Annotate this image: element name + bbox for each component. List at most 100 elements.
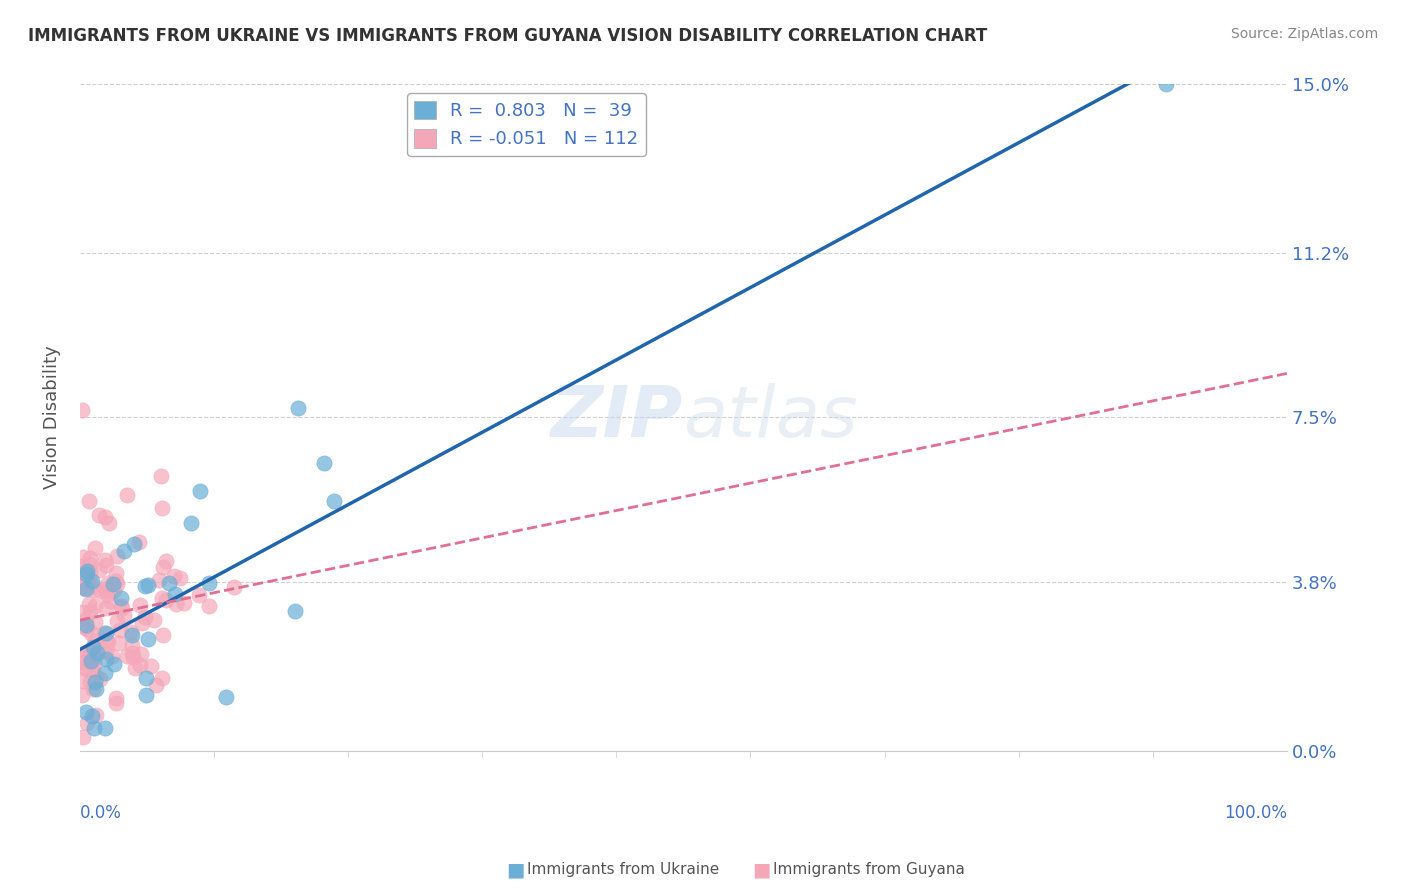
Text: Immigrants from Guyana: Immigrants from Guyana bbox=[773, 863, 965, 877]
Point bbox=[105, 696, 128, 710]
Point bbox=[165, 587, 187, 601]
Point bbox=[150, 501, 173, 516]
Legend: R =  0.803   N =  39, R = -0.051   N = 112: R = 0.803 N = 39, R = -0.051 N = 112 bbox=[408, 94, 645, 155]
Point bbox=[94, 722, 117, 736]
Point bbox=[165, 598, 187, 612]
Point bbox=[79, 604, 101, 618]
Point bbox=[79, 558, 101, 572]
Point bbox=[83, 665, 105, 680]
Point bbox=[83, 582, 105, 597]
Point bbox=[94, 553, 117, 567]
Point bbox=[96, 584, 118, 599]
Point bbox=[110, 599, 132, 614]
Point bbox=[97, 635, 120, 649]
Point bbox=[105, 577, 128, 591]
Point bbox=[96, 601, 118, 615]
Text: IMMIGRANTS FROM UKRAINE VS IMMIGRANTS FROM GUYANA VISION DISABILITY CORRELATION : IMMIGRANTS FROM UKRAINE VS IMMIGRANTS FR… bbox=[28, 27, 987, 45]
Point bbox=[80, 654, 103, 668]
Point bbox=[131, 616, 153, 631]
Point bbox=[124, 661, 146, 675]
Point bbox=[143, 613, 166, 627]
Point bbox=[287, 401, 309, 415]
Point bbox=[82, 640, 104, 654]
Point bbox=[84, 669, 107, 683]
Text: Source: ZipAtlas.com: Source: ZipAtlas.com bbox=[1230, 27, 1378, 41]
Point bbox=[149, 469, 172, 483]
Text: 100.0%: 100.0% bbox=[1223, 804, 1286, 822]
Point bbox=[112, 543, 135, 558]
Point bbox=[105, 691, 128, 706]
Point bbox=[101, 648, 124, 663]
Point bbox=[79, 626, 101, 640]
Point bbox=[135, 671, 157, 685]
Point bbox=[105, 574, 128, 588]
Point bbox=[112, 607, 135, 622]
Point bbox=[86, 708, 108, 723]
Point bbox=[98, 594, 121, 608]
Point bbox=[222, 580, 245, 594]
Point bbox=[75, 566, 97, 581]
Point bbox=[155, 592, 177, 607]
Point bbox=[75, 573, 97, 587]
Point bbox=[105, 566, 128, 581]
Point bbox=[75, 650, 97, 665]
Point bbox=[75, 617, 97, 632]
Point bbox=[97, 576, 120, 591]
Point bbox=[76, 646, 98, 660]
Point bbox=[77, 570, 100, 584]
Point bbox=[103, 657, 125, 671]
Point bbox=[120, 624, 142, 639]
Point bbox=[94, 582, 117, 596]
Point bbox=[162, 569, 184, 583]
Point bbox=[79, 550, 101, 565]
Point bbox=[101, 577, 124, 591]
Point bbox=[84, 615, 107, 629]
Point bbox=[75, 582, 97, 597]
Point bbox=[148, 573, 170, 587]
Point bbox=[72, 402, 94, 417]
Point bbox=[87, 508, 110, 522]
Text: ■: ■ bbox=[752, 860, 770, 880]
Point bbox=[72, 573, 94, 587]
Point bbox=[188, 483, 211, 498]
Point bbox=[122, 537, 145, 551]
Point bbox=[103, 582, 125, 597]
Point bbox=[75, 705, 97, 719]
Text: 0.0%: 0.0% bbox=[80, 804, 122, 822]
Point bbox=[198, 599, 221, 614]
Point bbox=[82, 652, 104, 666]
Point bbox=[73, 659, 96, 673]
Point bbox=[173, 596, 195, 610]
Point bbox=[94, 651, 117, 665]
Point bbox=[121, 646, 143, 660]
Point bbox=[169, 570, 191, 584]
Point bbox=[72, 549, 94, 564]
Point bbox=[83, 674, 105, 689]
Point bbox=[72, 571, 94, 585]
Point bbox=[76, 564, 98, 578]
Point bbox=[76, 622, 98, 636]
Point bbox=[94, 633, 117, 648]
Point bbox=[157, 576, 180, 591]
Y-axis label: Vision Disability: Vision Disability bbox=[44, 345, 60, 490]
Point bbox=[214, 690, 236, 704]
Point bbox=[121, 628, 143, 642]
Point bbox=[1154, 78, 1177, 92]
Point bbox=[83, 722, 105, 736]
Point bbox=[86, 644, 108, 658]
Point bbox=[89, 583, 111, 598]
Point bbox=[82, 709, 104, 723]
Point bbox=[135, 689, 157, 703]
Point bbox=[121, 638, 143, 652]
Point bbox=[72, 730, 94, 744]
Point bbox=[73, 674, 96, 689]
Point bbox=[155, 554, 177, 568]
Text: Immigrants from Ukraine: Immigrants from Ukraine bbox=[527, 863, 720, 877]
Point bbox=[89, 673, 111, 687]
Point bbox=[284, 604, 307, 618]
Point bbox=[128, 535, 150, 549]
Point bbox=[110, 591, 132, 605]
Point bbox=[96, 625, 118, 640]
Point bbox=[312, 456, 335, 470]
Point bbox=[110, 624, 132, 638]
